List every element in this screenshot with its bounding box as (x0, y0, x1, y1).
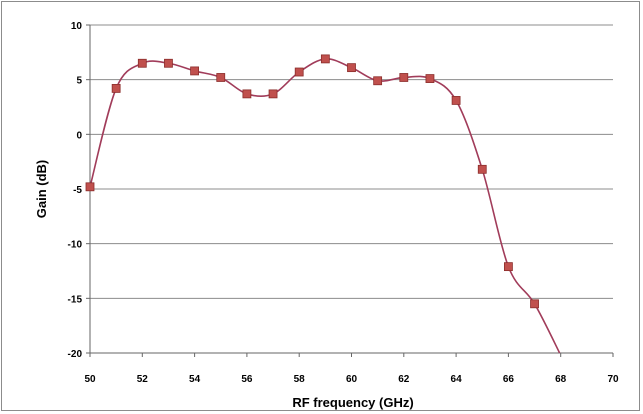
series-layer (85, 54, 561, 353)
data-point (190, 66, 200, 76)
y-tick-label: -15 (68, 294, 83, 305)
y-tick-label: 10 (71, 21, 83, 32)
data-point (320, 54, 330, 64)
x-tick-label: 58 (294, 374, 306, 385)
x-tick-label: 68 (555, 374, 567, 385)
x-tick-label: 60 (346, 374, 358, 385)
data-point (137, 58, 147, 68)
x-tick-label: 62 (398, 374, 410, 385)
data-point (530, 299, 539, 309)
data-point (242, 89, 252, 99)
x-tick-label: 64 (451, 374, 463, 385)
data-point (111, 84, 121, 93)
y-tick-label: 0 (76, 130, 82, 141)
data-point (164, 58, 173, 68)
x-axis-title: RF frequency (GHz) (292, 395, 413, 410)
x-tick-label: 54 (189, 374, 201, 385)
y-axis-title: Gain (dB) (34, 160, 49, 219)
x-tick-label: 70 (607, 374, 619, 385)
x-tick-label: 66 (503, 374, 515, 385)
x-tick-label: 52 (137, 374, 149, 385)
x-tick-label: 56 (241, 374, 253, 385)
data-point (85, 182, 95, 192)
y-tick-label: -20 (68, 349, 83, 360)
data-point (477, 164, 487, 174)
y-tick-label: -10 (68, 240, 83, 251)
series-line (89, 58, 561, 353)
data-point (373, 76, 383, 86)
data-point (451, 96, 461, 105)
y-tick-label: 5 (76, 76, 82, 87)
x-tick-label: 50 (84, 374, 96, 385)
data-point (216, 73, 226, 82)
data-point (503, 262, 513, 272)
data-point (268, 89, 278, 99)
data-point (425, 74, 435, 83)
y-tick-label: -5 (73, 185, 82, 196)
data-point (347, 63, 356, 73)
data-point (399, 73, 409, 82)
data-point (294, 67, 304, 77)
